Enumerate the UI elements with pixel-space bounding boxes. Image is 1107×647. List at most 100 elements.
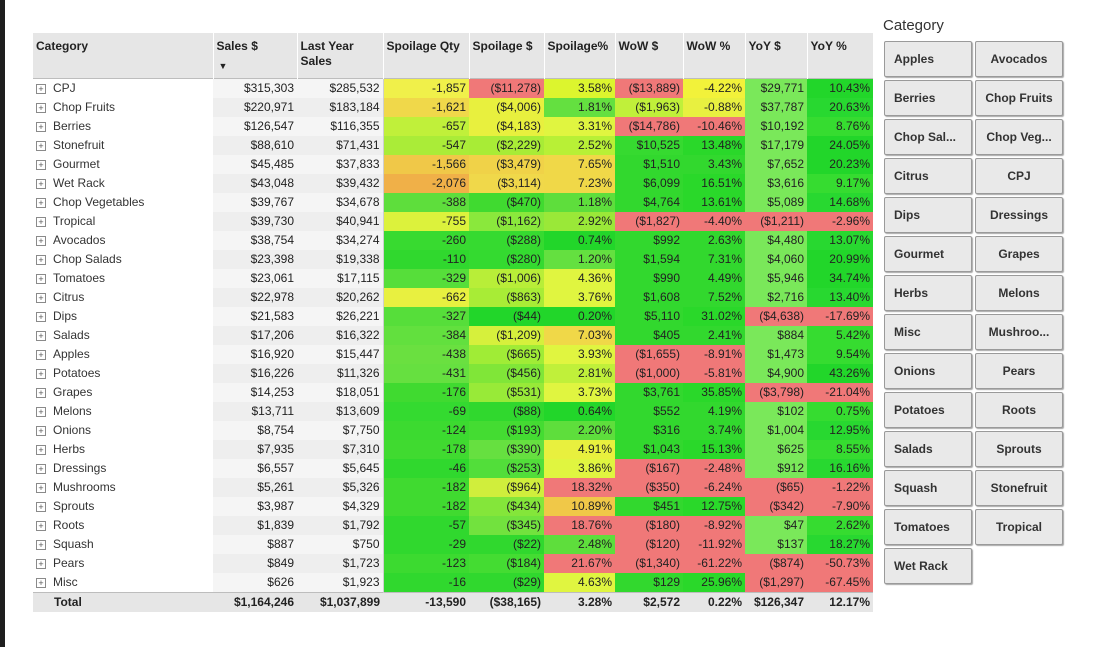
slicer-item[interactable]: Sprouts bbox=[975, 431, 1063, 467]
table-row[interactable]: + Dressings $6,557 $5,645 -46 ($253) 3.86% ($16… bbox=[33, 459, 873, 478]
expand-icon[interactable]: + bbox=[36, 178, 46, 189]
sort-descending-icon[interactable]: ▼ bbox=[218, 61, 228, 71]
table-row[interactable]: + Onions $8,754 $7,750 -124 ($193) 2.20% $316 3.… bbox=[33, 421, 873, 440]
slicer-item[interactable]: Dressings bbox=[975, 197, 1063, 233]
slicer-item[interactable]: Tropical bbox=[975, 509, 1063, 545]
slicer-item[interactable]: Mushroo... bbox=[975, 314, 1063, 350]
slicer-item[interactable]: Chop Veg... bbox=[975, 119, 1063, 155]
slicer-item[interactable]: Misc bbox=[884, 314, 972, 350]
cell-yoy-dollars: $17,179 bbox=[745, 136, 807, 155]
expand-icon[interactable]: + bbox=[36, 311, 46, 322]
header-sales[interactable]: Sales $ ▼ bbox=[213, 33, 298, 79]
expand-icon[interactable]: + bbox=[36, 216, 46, 227]
slicer-item[interactable]: Citrus bbox=[884, 158, 972, 194]
table-row[interactable]: + Apples $16,920 $15,447 -438 ($665) 3.93% ($1,… bbox=[33, 345, 873, 364]
slicer-item[interactable]: Dips bbox=[884, 197, 972, 233]
table-row[interactable]: + Stonefruit $88,610 $71,431 -547 ($2,229) 2.5… bbox=[33, 136, 873, 155]
header-wow-pct[interactable]: WoW % bbox=[683, 33, 746, 79]
header-category[interactable]: Category bbox=[33, 33, 214, 79]
slicer-scrollbar[interactable] bbox=[1090, 40, 1096, 600]
table-row[interactable]: + Wet Rack $43,048 $39,432 -2,076 ($3,114) 7.2… bbox=[33, 174, 873, 193]
expand-icon[interactable]: + bbox=[36, 501, 46, 512]
slicer-item[interactable]: Apples bbox=[884, 41, 972, 77]
table-row[interactable]: + Salads $17,206 $16,322 -384 ($1,209) 7.03% $4… bbox=[33, 326, 873, 345]
table-row[interactable]: + Sprouts $3,987 $4,329 -182 ($434) 10.89% $451… bbox=[33, 497, 873, 516]
slicer-item[interactable]: CPJ bbox=[975, 158, 1063, 194]
expand-icon[interactable]: + bbox=[36, 102, 46, 113]
slicer-item[interactable]: Melons bbox=[975, 275, 1063, 311]
expand-icon[interactable]: + bbox=[36, 577, 46, 588]
slicer-item[interactable]: Avocados bbox=[975, 41, 1063, 77]
cell-spoilage-qty: -178 bbox=[383, 440, 469, 459]
slicer-item[interactable]: Herbs bbox=[884, 275, 972, 311]
table-row[interactable]: + Melons $13,711 $13,609 -69 ($88) 0.64% $552 4.… bbox=[33, 402, 873, 421]
expand-icon[interactable]: + bbox=[36, 273, 46, 284]
slicer-item[interactable]: Potatoes bbox=[884, 392, 972, 428]
header-wow-dollars[interactable]: WoW $ bbox=[615, 33, 684, 79]
table-row[interactable]: + Potatoes $16,226 $11,326 -431 ($456) 2.81% ($… bbox=[33, 364, 873, 383]
header-yoy-pct[interactable]: YoY % bbox=[807, 33, 874, 79]
slicer-item[interactable]: Squash bbox=[884, 470, 972, 506]
table-row[interactable]: + Herbs $7,935 $7,310 -178 ($390) 4.91% $1,043 1… bbox=[33, 440, 873, 459]
slicer-item[interactable]: Grapes bbox=[975, 236, 1063, 272]
table-row[interactable]: + Squash $887 $750 -29 ($22) 2.48% ($120) -11.92… bbox=[33, 535, 873, 554]
expand-icon[interactable]: + bbox=[36, 444, 46, 455]
row-category: + Dips bbox=[33, 307, 213, 326]
table-row[interactable]: + Berries $126,547 $116,355 -657 ($4,183) 3.31… bbox=[33, 117, 873, 136]
expand-icon[interactable]: + bbox=[36, 463, 46, 474]
slicer-item[interactable]: Onions bbox=[884, 353, 972, 389]
table-row[interactable]: + Citrus $22,978 $20,262 -662 ($863) 3.76% $1,6… bbox=[33, 288, 873, 307]
expand-icon[interactable]: + bbox=[36, 254, 46, 265]
table-row[interactable]: + Pears $849 $1,723 -123 ($184) 21.67% ($1,340)… bbox=[33, 554, 873, 573]
expand-icon[interactable]: + bbox=[36, 235, 46, 246]
slicer-item[interactable]: Salads bbox=[884, 431, 972, 467]
expand-icon[interactable]: + bbox=[36, 140, 46, 151]
table-row[interactable]: + CPJ $315,303 $285,532 -1,857 ($11,278) 3.58%… bbox=[33, 78, 873, 98]
table-row[interactable]: + Chop Salads $23,398 $19,338 -110 ($280) 1.20… bbox=[33, 250, 873, 269]
cell-last-year-sales: $37,833 bbox=[297, 155, 384, 174]
expand-icon[interactable]: + bbox=[36, 425, 46, 436]
table-row[interactable]: + Dips $21,583 $26,221 -327 ($44) 0.20% $5,110 3… bbox=[33, 307, 873, 326]
expand-icon[interactable]: + bbox=[36, 121, 46, 132]
expand-icon[interactable]: + bbox=[36, 83, 46, 94]
expand-icon[interactable]: + bbox=[36, 520, 46, 531]
table-row[interactable]: + Tropical $39,730 $40,941 -755 ($1,162) 2.92%… bbox=[33, 212, 873, 231]
expand-icon[interactable]: + bbox=[36, 482, 46, 493]
table-row[interactable]: + Roots $1,839 $1,792 -57 ($345) 18.76% ($180) -… bbox=[33, 516, 873, 535]
header-last-year-sales[interactable]: Last Year Sales bbox=[297, 33, 384, 79]
slicer-item[interactable]: Berries bbox=[884, 80, 972, 116]
expand-icon[interactable]: + bbox=[36, 406, 46, 417]
slicer-item[interactable]: Pears bbox=[975, 353, 1063, 389]
slicer-item[interactable]: Gourmet bbox=[884, 236, 972, 272]
slicer-item[interactable]: Wet Rack bbox=[884, 548, 972, 584]
header-spoilage-pct[interactable]: Spoilage% bbox=[544, 33, 616, 79]
slicer-item[interactable]: Chop Sal... bbox=[884, 119, 972, 155]
expand-icon[interactable]: + bbox=[36, 330, 46, 341]
cell-wow-dollars: $1,510 bbox=[615, 155, 683, 174]
table-row[interactable]: + Grapes $14,253 $18,051 -176 ($531) 3.73% $3,7… bbox=[33, 383, 873, 402]
expand-icon[interactable]: + bbox=[36, 387, 46, 398]
table-row[interactable]: + Chop Fruits $220,971 $183,184 -1,621 ($4,00… bbox=[33, 98, 873, 117]
expand-icon[interactable]: + bbox=[36, 349, 46, 360]
table-row[interactable]: + Tomatoes $23,061 $17,115 -329 ($1,006) 4.36%… bbox=[33, 269, 873, 288]
expand-icon[interactable]: + bbox=[36, 558, 46, 569]
header-spoilage-qty[interactable]: Spoilage Qty bbox=[383, 33, 470, 79]
expand-icon[interactable]: + bbox=[36, 539, 46, 550]
table-row[interactable]: + Gourmet $45,485 $37,833 -1,566 ($3,479) 7.65… bbox=[33, 155, 873, 174]
expand-icon[interactable]: + bbox=[36, 292, 46, 303]
expand-icon[interactable]: + bbox=[36, 197, 46, 208]
cell-spoilage-pct: 0.64% bbox=[544, 402, 615, 421]
expand-icon[interactable]: + bbox=[36, 159, 46, 170]
header-spoilage-dollars[interactable]: Spoilage $ bbox=[469, 33, 545, 79]
row-category-label: Herbs bbox=[53, 442, 86, 456]
header-yoy-dollars[interactable]: YoY $ bbox=[745, 33, 808, 79]
table-row[interactable]: + Mushrooms $5,261 $5,326 -182 ($964) 18.32% ($… bbox=[33, 478, 873, 497]
table-row[interactable]: + Avocados $38,754 $34,274 -260 ($288) 0.74% $9… bbox=[33, 231, 873, 250]
slicer-item[interactable]: Roots bbox=[975, 392, 1063, 428]
slicer-item[interactable]: Chop Fruits bbox=[975, 80, 1063, 116]
slicer-item[interactable]: Tomatoes bbox=[884, 509, 972, 545]
table-row[interactable]: + Chop Vegetables $39,767 $34,678 -388 ($470)… bbox=[33, 193, 873, 212]
slicer-item[interactable]: Stonefruit bbox=[975, 470, 1063, 506]
table-row[interactable]: + Misc $626 $1,923 -16 ($29) 4.63% $129 25.96% ($… bbox=[33, 573, 873, 593]
expand-icon[interactable]: + bbox=[36, 368, 46, 379]
